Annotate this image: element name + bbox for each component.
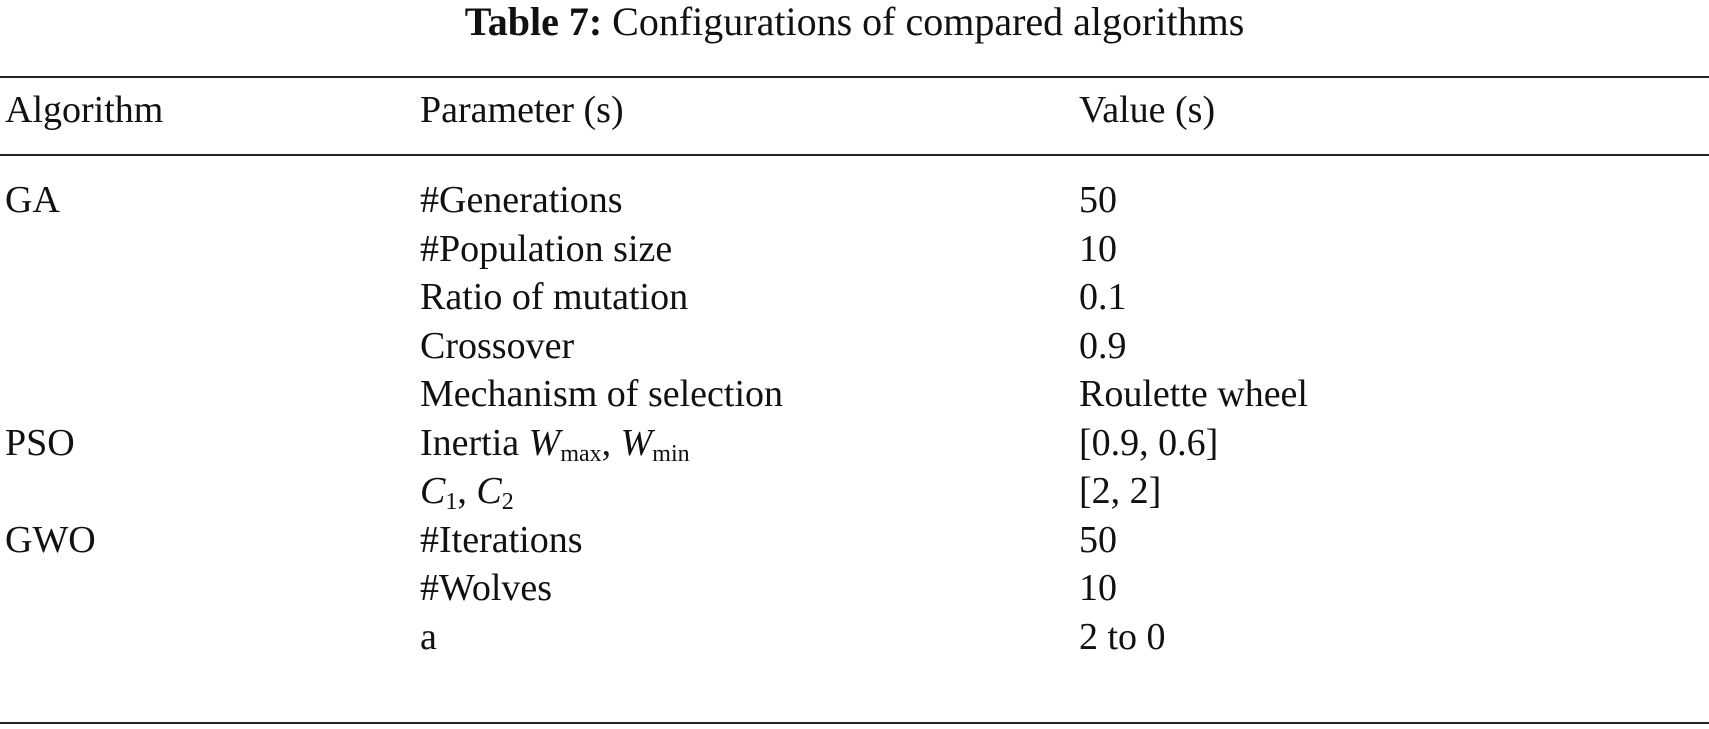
algorithm: PSO <box>5 421 75 464</box>
value: 50 <box>1079 518 1117 561</box>
caption-label: Table 7: <box>464 0 603 44</box>
math-symbol: C <box>476 470 502 512</box>
value: 2 to 0 <box>1079 615 1166 658</box>
parameter-text: Ratio of mutation <box>420 276 689 318</box>
math-symbol: W <box>620 421 653 464</box>
parameter: Mechanism of selection <box>420 373 783 415</box>
algorithm: GA <box>5 179 60 221</box>
value: 50 <box>1079 179 1117 221</box>
parameter-text: Crossover <box>420 324 575 367</box>
table-caption: Table 7: Configurations of compared algor… <box>0 0 1709 44</box>
parameter: #Generations <box>420 179 623 221</box>
header-value: Value (s) <box>1079 89 1216 131</box>
parameter-text: , <box>457 470 477 512</box>
parameter-text: Inertia <box>420 421 529 464</box>
header-parameter: Parameter (s) <box>420 89 624 131</box>
parameter-text: , <box>601 421 621 464</box>
value: 10 <box>1079 227 1117 270</box>
math-symbol: W <box>528 421 561 464</box>
parameter: a <box>420 616 437 658</box>
math-symbol: C <box>420 470 446 512</box>
parameter-text: a <box>420 615 437 658</box>
header-algorithm: Algorithm <box>5 89 164 131</box>
math-subscript: 2 <box>501 489 514 515</box>
parameter-text: Mechanism of selection <box>420 373 784 415</box>
math-subscript: max <box>560 440 602 467</box>
math-subscript: min <box>652 440 690 467</box>
parameter: #Iterations <box>420 519 583 561</box>
parameter: Inertia Wmax, Wmin <box>420 421 690 467</box>
math-subscript: 1 <box>445 489 458 515</box>
value: 0.9 <box>1079 324 1127 367</box>
caption-text: Configurations of compared algorithms <box>612 0 1245 44</box>
value: Roulette wheel <box>1079 373 1308 415</box>
value: [2, 2] <box>1079 470 1162 512</box>
top-rule <box>0 76 1709 78</box>
value: [0.9, 0.6] <box>1079 421 1219 464</box>
parameter-text: #Iterations <box>420 518 583 561</box>
header-rule <box>0 154 1709 156</box>
parameter-text: #Wolves <box>420 567 553 609</box>
parameter: #Wolves <box>420 567 552 609</box>
parameter: C1, C2 <box>420 470 514 515</box>
parameter-text: #Generations <box>420 179 623 221</box>
parameter: #Population size <box>420 228 672 270</box>
algorithm: GWO <box>5 518 96 561</box>
parameter: Crossover <box>420 325 574 367</box>
bottom-rule <box>0 722 1709 724</box>
parameter: Ratio of mutation <box>420 276 688 318</box>
value: 0.1 <box>1079 276 1127 318</box>
parameter-text: #Population size <box>420 227 673 270</box>
value: 10 <box>1079 567 1117 609</box>
